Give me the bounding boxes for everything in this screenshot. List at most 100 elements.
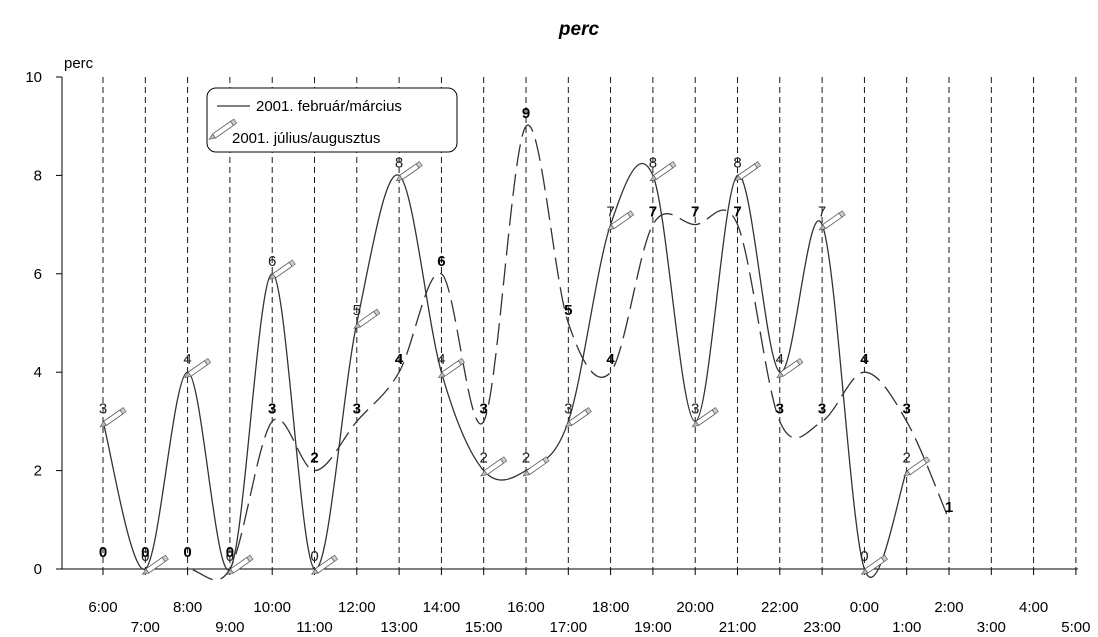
x-tick-label: 13:00 bbox=[380, 619, 418, 636]
pencil-icon bbox=[226, 554, 254, 575]
series-line-jul-aug bbox=[103, 124, 950, 581]
axes: 02468106:007:008:009:0010:0011:0012:0013… bbox=[25, 69, 1090, 636]
pencil-icon bbox=[353, 308, 381, 329]
data-label-feb: 0 bbox=[310, 548, 318, 565]
x-tick-label: 18:00 bbox=[592, 599, 630, 616]
legend-box bbox=[206, 87, 458, 153]
x-tick-label: 19:00 bbox=[634, 619, 672, 636]
x-tick-label: 16:00 bbox=[507, 599, 545, 616]
y-tick-label: 4 bbox=[34, 364, 42, 381]
data-label-jul: 3 bbox=[776, 400, 784, 417]
data-label-feb: 4 bbox=[776, 351, 784, 368]
x-tick-label: 3:00 bbox=[977, 619, 1006, 636]
data-label-jul: 7 bbox=[733, 204, 741, 221]
data-label-jul: 4 bbox=[606, 351, 615, 368]
data-label-jul: 3 bbox=[268, 400, 276, 417]
x-tick-label: 7:00 bbox=[131, 619, 160, 636]
data-label-jul: 4 bbox=[395, 351, 404, 368]
data-label-jul: 1 bbox=[945, 499, 953, 516]
legend: 2001. február/március 2001. július/augus… bbox=[206, 87, 458, 153]
x-tick-label: 5:00 bbox=[1061, 619, 1090, 636]
data-label-jul: 0 bbox=[99, 544, 107, 561]
x-tick-label: 6:00 bbox=[88, 599, 117, 616]
data-label-feb: 8 bbox=[733, 154, 741, 171]
data-label-feb: 2 bbox=[480, 450, 488, 467]
pencil-icon bbox=[860, 554, 888, 575]
x-tick-label: 15:00 bbox=[465, 619, 503, 636]
x-tick-label: 10:00 bbox=[253, 599, 291, 616]
data-label-jul: 7 bbox=[649, 204, 657, 221]
data-label-jul: 0 bbox=[226, 544, 234, 561]
x-tick-label: 23:00 bbox=[803, 619, 841, 636]
x-tick-label: 9:00 bbox=[215, 619, 244, 636]
pencil-icon bbox=[310, 554, 339, 575]
pencil-icon bbox=[208, 118, 238, 140]
data-label-feb: 0 bbox=[860, 548, 868, 565]
pencil-icon bbox=[522, 456, 550, 477]
x-tick-label: 11:00 bbox=[296, 619, 332, 636]
data-label-feb: 7 bbox=[818, 204, 826, 221]
y-tick-label: 8 bbox=[34, 167, 42, 184]
x-tick-label: 12:00 bbox=[338, 599, 376, 616]
data-label-jul: 2 bbox=[310, 450, 318, 467]
data-label-feb: 4 bbox=[183, 351, 191, 368]
data-label-feb: 3 bbox=[691, 400, 699, 417]
data-label-feb: 3 bbox=[564, 400, 572, 417]
x-tick-label: 1:00 bbox=[892, 619, 921, 636]
pencil-icon bbox=[141, 554, 169, 575]
pencil-icon bbox=[99, 407, 127, 428]
x-tick-label: 0:00 bbox=[850, 599, 879, 616]
x-tick-label: 20:00 bbox=[676, 599, 714, 616]
data-label-jul: 3 bbox=[818, 400, 826, 417]
x-tick-label: 21:00 bbox=[719, 619, 757, 636]
pencil-icon bbox=[691, 407, 719, 428]
x-tick-label: 4:00 bbox=[1019, 599, 1048, 616]
data-label-jul: 5 bbox=[564, 302, 572, 319]
y-tick-label: 2 bbox=[34, 463, 42, 480]
pencil-icon bbox=[818, 210, 846, 231]
data-label-jul: 3 bbox=[480, 400, 488, 417]
data-label-jul: 0 bbox=[141, 544, 149, 561]
data-label-feb: 4 bbox=[437, 351, 445, 368]
pencil-icon bbox=[564, 407, 592, 428]
y-tick-label: 10 bbox=[25, 69, 42, 86]
data-label-jul: 0 bbox=[183, 544, 191, 561]
x-tick-label: 2:00 bbox=[934, 599, 963, 616]
data-label-jul: 4 bbox=[860, 351, 869, 368]
data-label-jul: 6 bbox=[437, 253, 445, 270]
data-label-jul: 7 bbox=[691, 204, 699, 221]
data-label-feb: 5 bbox=[353, 302, 361, 319]
y-tick-label: 0 bbox=[34, 561, 42, 578]
y-axis-label: perc bbox=[64, 55, 94, 72]
grid-lines bbox=[102, 77, 1077, 569]
data-label-feb: 3 bbox=[99, 400, 107, 417]
pencil-icon bbox=[649, 161, 677, 182]
data-label-feb: 0 bbox=[226, 548, 234, 565]
x-tick-label: 22:00 bbox=[761, 599, 799, 616]
pencil-icon bbox=[268, 259, 296, 280]
data-label-feb: 8 bbox=[395, 154, 403, 171]
pencil-icon bbox=[480, 456, 508, 477]
x-tick-label: 14:00 bbox=[423, 599, 461, 616]
data-label-jul: 3 bbox=[353, 400, 361, 417]
pencil-icon bbox=[607, 210, 635, 231]
pencil-icon bbox=[437, 357, 465, 379]
chart-title: perc bbox=[558, 19, 600, 40]
data-label-feb: 0 bbox=[141, 548, 149, 565]
data-label-feb: 7 bbox=[606, 204, 614, 221]
data-label-feb: 6 bbox=[268, 253, 276, 270]
pencil-icon bbox=[395, 161, 423, 182]
data-label-feb: 2 bbox=[522, 450, 530, 467]
data-label-feb: 2 bbox=[903, 450, 911, 467]
legend-label-jul: 2001. július/augusztus bbox=[232, 130, 380, 147]
data-label-jul: 3 bbox=[903, 400, 911, 417]
pencil-icon bbox=[776, 357, 804, 379]
legend-label-feb: 2001. február/március bbox=[256, 98, 402, 115]
pencil-icon bbox=[184, 357, 212, 379]
pencil-icon bbox=[733, 161, 762, 182]
x-tick-label: 17:00 bbox=[550, 619, 588, 636]
data-label-jul: 9 bbox=[522, 105, 530, 122]
y-tick-label: 6 bbox=[34, 266, 42, 283]
